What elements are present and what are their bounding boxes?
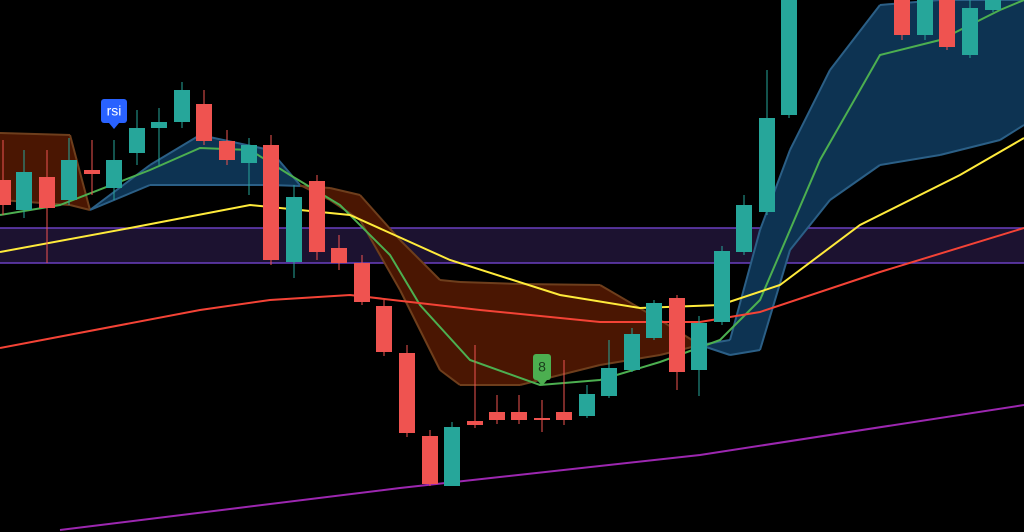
cloud-edge — [329, 187, 361, 196]
cloud-segment — [460, 282, 520, 385]
candle-body — [646, 303, 662, 338]
cloud-segment — [1000, 0, 1024, 140]
cloud-edge — [829, 4, 881, 71]
annotation-label: rsi — [107, 103, 122, 119]
candle-body — [196, 104, 212, 141]
cloud-edge — [399, 239, 441, 281]
cloud-edge — [359, 194, 401, 241]
indicator-line — [59, 404, 1024, 531]
indicator-line — [0, 0, 1024, 387]
cloud-edge — [729, 349, 761, 356]
cloud-edge — [149, 134, 201, 166]
candle-body — [61, 160, 77, 200]
candle-body — [894, 0, 910, 35]
candle-body — [691, 323, 707, 370]
candle-body — [0, 180, 11, 205]
candle-body — [714, 251, 730, 322]
cloud-edge — [69, 134, 91, 211]
candle-body — [106, 160, 122, 188]
candle-body — [962, 8, 978, 55]
candle-body — [917, 0, 933, 35]
cloud-edge — [729, 229, 761, 341]
candle-body — [241, 145, 257, 163]
candle-body — [669, 298, 685, 372]
cloud-edge — [399, 289, 441, 371]
candle-body — [444, 427, 460, 486]
candle-body — [151, 122, 167, 128]
indicator-line — [0, 227, 1024, 349]
candle-body — [601, 368, 617, 396]
cloud-edge — [69, 204, 91, 211]
indicator-line — [0, 137, 1024, 310]
cloud-edge — [439, 369, 461, 386]
candle-body — [534, 418, 550, 420]
candle-body — [376, 306, 392, 352]
cloud-segment — [360, 195, 400, 290]
candle-body — [736, 205, 752, 252]
candle-body — [624, 334, 640, 370]
candle-body — [309, 181, 325, 252]
candle-body — [84, 170, 100, 174]
candle-body — [331, 248, 347, 263]
annotation-label: 8 — [538, 359, 546, 375]
cloud-edge — [89, 184, 151, 211]
cloud-segment — [330, 188, 360, 220]
candle-body — [985, 0, 1001, 10]
candle-body — [579, 394, 595, 416]
cloud-edge — [829, 164, 881, 201]
candle-body — [556, 412, 572, 420]
cloud-edge — [879, 154, 941, 166]
candle-body — [39, 177, 55, 208]
cloud-edge — [789, 69, 831, 151]
cloud-edge — [439, 279, 461, 283]
cloud-edge — [759, 249, 791, 351]
candle-body — [174, 90, 190, 122]
candle-body — [939, 0, 955, 47]
cloud-edge — [999, 124, 1024, 141]
cloud-segment — [880, 0, 940, 165]
candle-body — [781, 0, 797, 115]
cloud-edge — [0, 199, 71, 206]
candle-body — [399, 353, 415, 433]
candle-body — [286, 197, 302, 262]
candle-body — [467, 421, 483, 425]
annotation-pointer — [109, 123, 119, 129]
annotation-bubble — [533, 354, 551, 380]
candle-body — [263, 145, 279, 260]
cloud-edge — [459, 281, 521, 285]
cloud-edge — [789, 199, 831, 251]
candle-body — [16, 172, 32, 210]
candle-body — [219, 141, 235, 160]
candle-body — [511, 412, 527, 420]
annotation-bubble — [101, 99, 127, 123]
candle-body — [129, 128, 145, 153]
cloud-edge — [519, 283, 601, 286]
annotation-pointer — [537, 380, 547, 386]
cloud-segment — [440, 280, 460, 385]
candle-body — [489, 412, 505, 420]
candle-body — [354, 263, 370, 302]
candle-body — [422, 436, 438, 484]
cloud-edge — [939, 139, 1001, 156]
cloud-edge — [0, 132, 71, 136]
cloud-segment — [600, 285, 660, 365]
price-zone — [0, 228, 1024, 263]
cloud-segment — [760, 150, 790, 350]
candle-body — [759, 118, 775, 212]
